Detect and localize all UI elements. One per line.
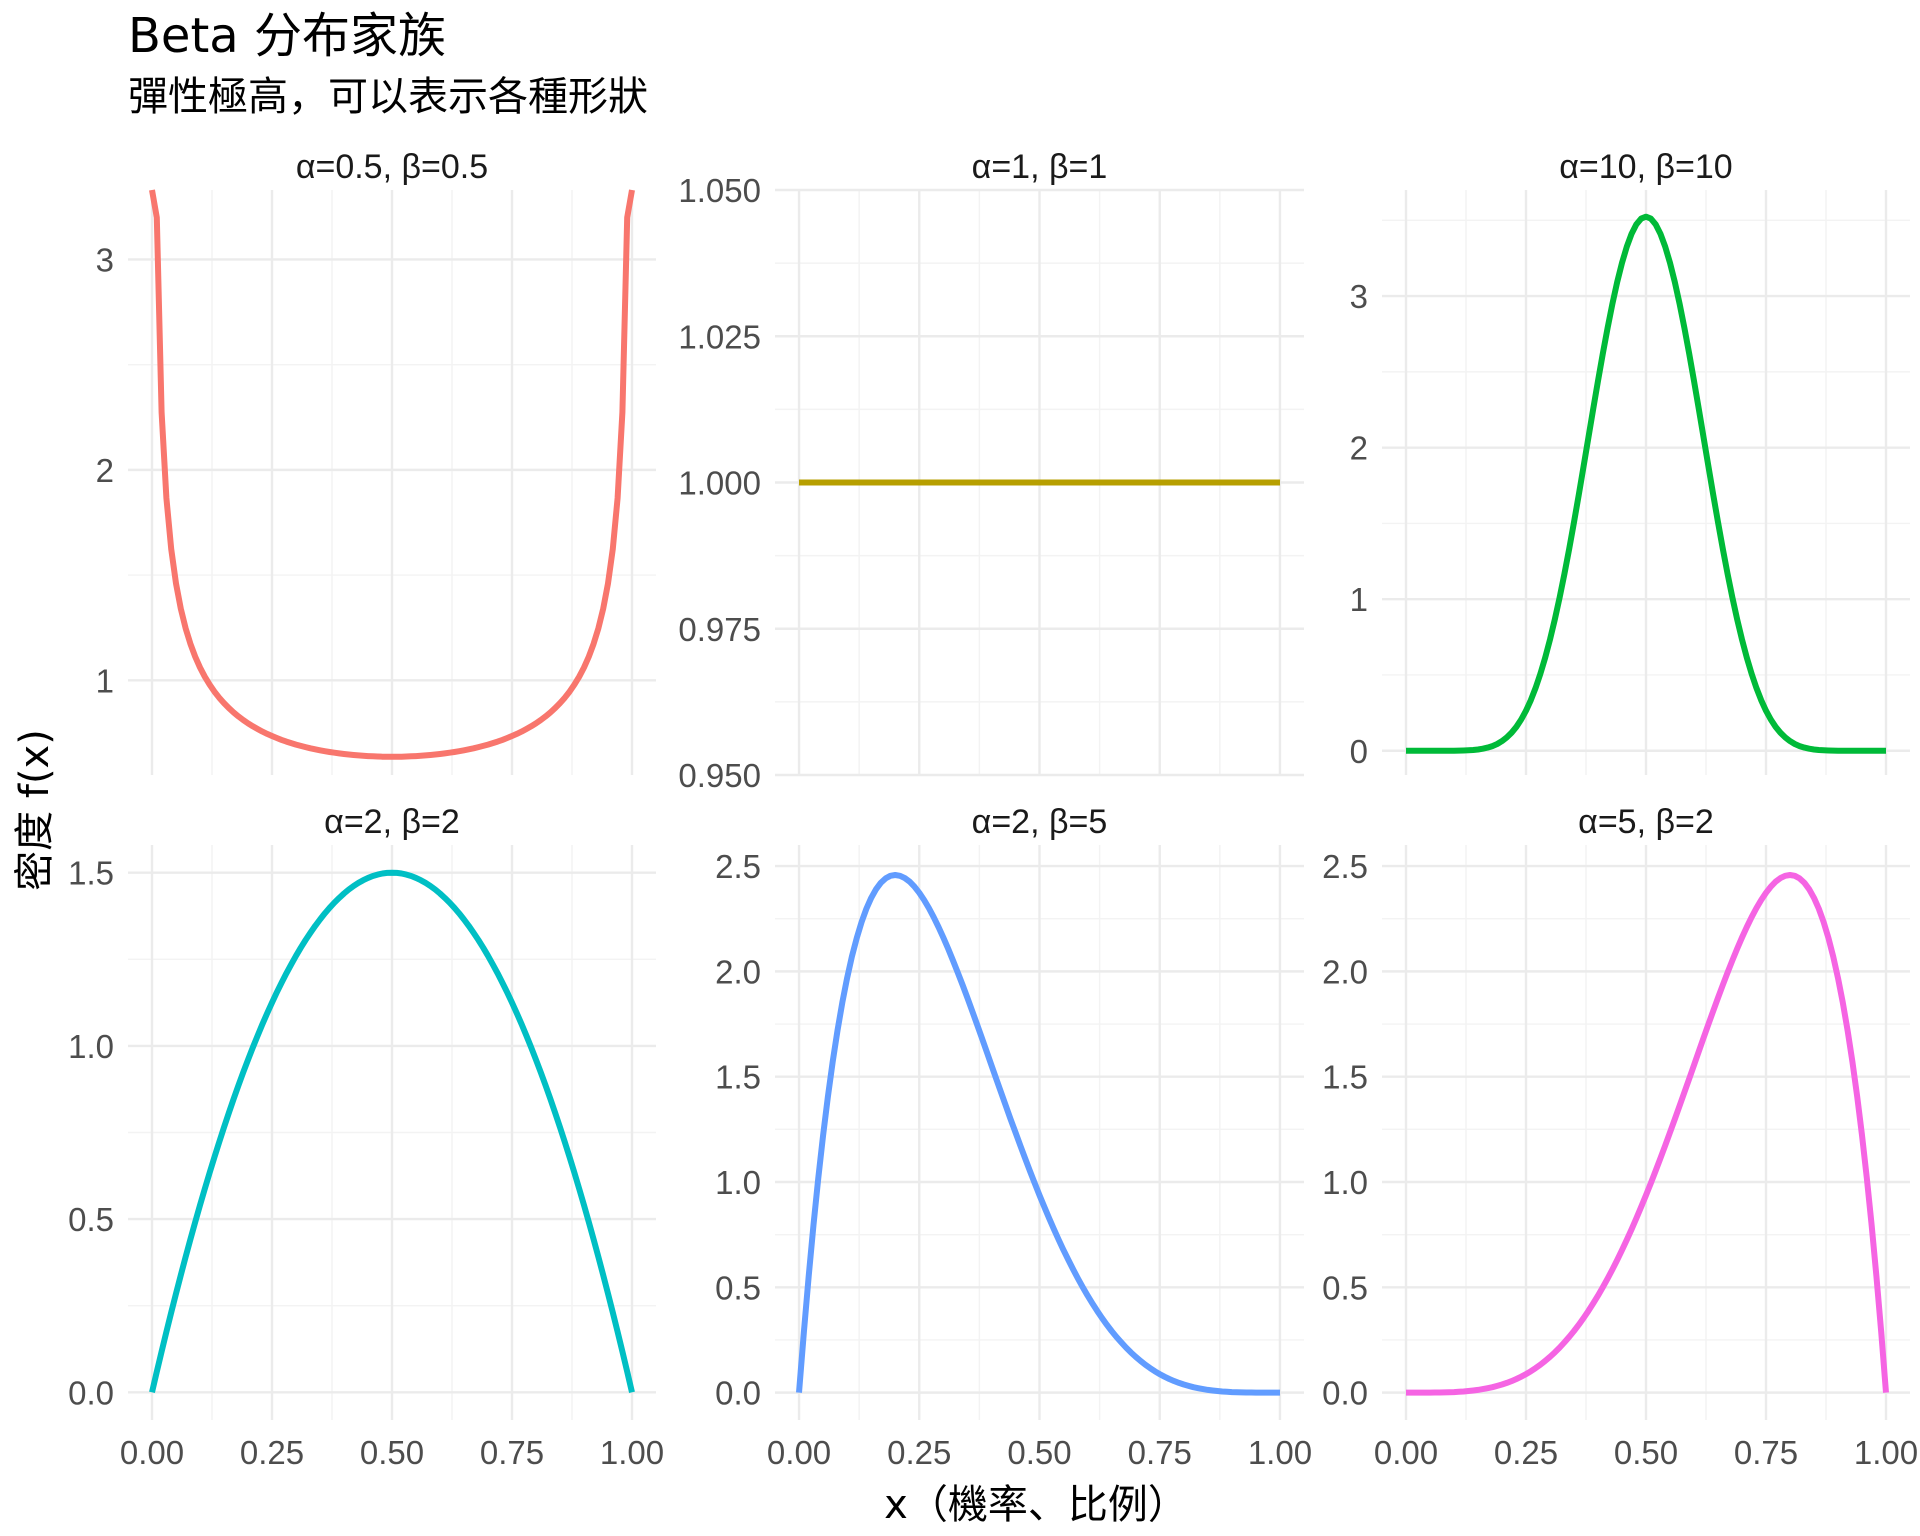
y-tick-label: 2.0 bbox=[715, 953, 761, 990]
y-tick-label: 0 bbox=[1350, 733, 1368, 770]
y-tick-label: 1.5 bbox=[68, 855, 114, 892]
x-tick-label: 0.25 bbox=[887, 1434, 951, 1471]
facet-strip-label: α=5, β=2 bbox=[1578, 803, 1714, 841]
x-tick-label: 0.25 bbox=[1494, 1434, 1558, 1471]
y-tick-label: 3 bbox=[1350, 278, 1368, 315]
x-tick-label: 0.50 bbox=[1614, 1434, 1678, 1471]
x-tick-label: 0.75 bbox=[480, 1434, 544, 1471]
facet-strip-label: α=0.5, β=0.5 bbox=[296, 148, 488, 186]
y-tick-label: 2.5 bbox=[1322, 848, 1368, 885]
y-tick-label: 2.0 bbox=[1322, 953, 1368, 990]
facet-panel: α=0.5, β=0.5 1 2 3 bbox=[96, 148, 656, 775]
facet-strip-label: α=2, β=2 bbox=[324, 803, 460, 841]
y-tick-label: 0.0 bbox=[715, 1375, 761, 1412]
y-tick-label: 1.0 bbox=[68, 1028, 114, 1065]
x-tick-label: 0.75 bbox=[1734, 1434, 1798, 1471]
y-tick-label: 1 bbox=[1350, 581, 1368, 618]
facet-panel: α=5, β=2 0.0 0.5 1.0 1.5 2.0 2.5 0.00 0.25 0.50 0.… bbox=[1322, 803, 1918, 1471]
y-tick-label: 1.025 bbox=[678, 318, 761, 355]
y-tick-label: 3 bbox=[96, 241, 114, 278]
y-tick-label: 2 bbox=[96, 452, 114, 489]
density-curve bbox=[1406, 872, 1889, 1396]
density-curve bbox=[149, 869, 635, 1393]
x-tick-label: 0.00 bbox=[120, 1434, 184, 1471]
x-axis-title: x（機率、比例） bbox=[884, 1482, 1188, 1528]
x-tick-label: 1.00 bbox=[1248, 1434, 1312, 1471]
density-curve bbox=[1406, 213, 1886, 754]
y-tick-label: 0.5 bbox=[1322, 1269, 1368, 1306]
y-tick-label: 2 bbox=[1350, 430, 1368, 467]
x-tick-label: 0.00 bbox=[767, 1434, 831, 1471]
y-tick-label: 0.975 bbox=[678, 611, 761, 648]
y-tick-label: 1.000 bbox=[678, 465, 761, 502]
facet-strip-label: α=1, β=1 bbox=[972, 148, 1108, 186]
x-tick-label: 0.50 bbox=[360, 1434, 424, 1471]
density-curve bbox=[149, 189, 635, 760]
y-tick-label: 0.0 bbox=[1322, 1375, 1368, 1412]
facet-panel: α=1, β=1 0.950 0.975 1.000 1.025 1.050 bbox=[678, 148, 1304, 794]
y-tick-label: 1 bbox=[96, 662, 114, 699]
y-tick-label: 0.0 bbox=[68, 1374, 114, 1411]
y-tick-label: 1.050 bbox=[678, 172, 761, 209]
y-tick-label: 0.950 bbox=[678, 757, 761, 794]
chart-title: Beta 分布家族 bbox=[128, 8, 446, 64]
y-tick-label: 0.5 bbox=[68, 1201, 114, 1238]
y-tick-label: 2.5 bbox=[715, 848, 761, 885]
x-tick-label: 0.25 bbox=[240, 1434, 304, 1471]
density-curve bbox=[796, 872, 1280, 1396]
y-tick-label: 1.0 bbox=[1322, 1164, 1368, 1201]
x-tick-label: 1.00 bbox=[1854, 1434, 1918, 1471]
x-tick-label: 0.75 bbox=[1128, 1434, 1192, 1471]
facet-panel: α=10, β=10 0 1 2 3 bbox=[1350, 148, 1910, 775]
y-tick-label: 1.5 bbox=[1322, 1059, 1368, 1096]
facet-panel: α=2, β=5 0.0 0.5 1.0 1.5 2.0 2.5 0.00 0.25 0.50 0.… bbox=[715, 803, 1312, 1471]
x-tick-label: 0.50 bbox=[1007, 1434, 1071, 1471]
facet-panel: α=2, β=2 0.0 0.5 1.0 1.5 0.00 0.25 0.50 0.75 1.00 bbox=[68, 803, 664, 1471]
facet-strip-label: α=2, β=5 bbox=[972, 803, 1108, 841]
x-tick-label: 1.00 bbox=[600, 1434, 664, 1471]
x-tick-label: 0.00 bbox=[1374, 1434, 1438, 1471]
y-axis-title: 密度 f(x) bbox=[12, 729, 58, 891]
y-tick-label: 1.0 bbox=[715, 1164, 761, 1201]
y-tick-label: 1.5 bbox=[715, 1059, 761, 1096]
facet-strip-label: α=10, β=10 bbox=[1559, 148, 1732, 186]
y-tick-label: 0.5 bbox=[715, 1269, 761, 1306]
chart-subtitle: 彈性極高，可以表示各種形狀 bbox=[128, 74, 648, 120]
